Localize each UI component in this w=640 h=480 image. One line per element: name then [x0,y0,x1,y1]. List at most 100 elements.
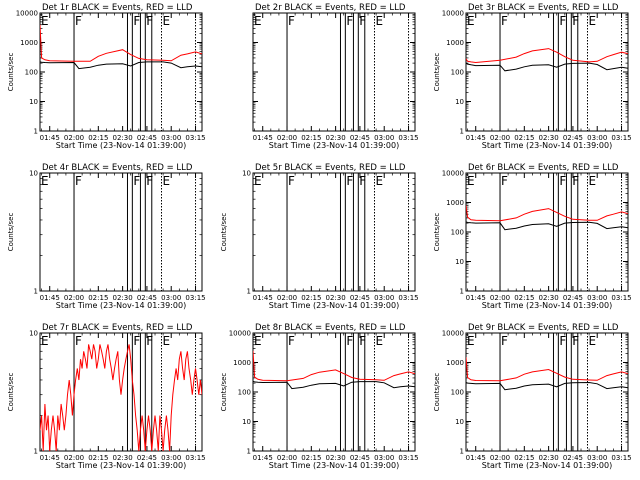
x-tick-label: 02:00 [490,134,510,142]
y-axis-label: Counts/sec [433,213,441,252]
x-axis-label: Start Time (23-Nov-14 01:39:00) [482,301,612,310]
y-axis-label: Counts/sec [220,373,228,412]
x-tick-label: 03:15 [398,294,418,302]
chart-title: Det 3r BLACK = Events, RED = LLD [468,3,619,13]
y-tick-label: 1 [460,128,464,136]
y-tick-label: 10 [242,418,251,426]
x-axis-label: Start Time (23-Nov-14 01:39:00) [269,461,399,470]
y-tick-label: 1 [34,448,38,456]
plot-frame [252,12,416,132]
event-marker: F [288,14,295,28]
x-tick-label: 01:45 [466,454,486,462]
x-tick-label: 02:45 [350,134,370,142]
x-tick-label: 02:45 [563,134,583,142]
y-tick-label: 10 [29,330,38,338]
event-marker: F [572,174,579,188]
event-marker: E [467,334,475,348]
x-tick-label: 02:45 [350,454,370,462]
x-tick-label: 02:15 [514,134,534,142]
x-tick-label: 03:15 [185,134,205,142]
x-axis-label: Start Time (23-Nov-14 01:39:00) [269,301,399,310]
x-tick-label: 03:00 [161,454,181,462]
x-tick-label: 02:00 [64,294,84,302]
x-tick-label: 03:00 [374,454,394,462]
x-tick-label: 02:00 [490,294,510,302]
y-tick-label: 1 [247,448,251,456]
event-marker: F [133,334,140,348]
y-tick-label: 100 [238,389,251,397]
x-tick-label: 02:00 [490,454,510,462]
x-tick-label: 01:45 [466,294,486,302]
x-tick-label: 02:30 [539,134,559,142]
lld-series-line [466,205,628,222]
x-tick-label: 02:00 [64,134,84,142]
y-tick-label: 10000 [442,10,464,18]
event-marker: F [346,14,353,28]
event-marker: E [254,14,262,28]
y-tick-label: 10000 [229,330,251,338]
x-tick-label: 02:00 [277,294,297,302]
chart-title: Det 2r BLACK = Events, RED = LLD [255,3,406,13]
x-tick-label: 01:45 [40,294,60,302]
event-marker: E [163,174,171,188]
x-tick-label: 02:45 [350,294,370,302]
plot-frame [465,172,629,292]
plot-frame [39,12,203,132]
chart-panel-2: Det 2r BLACK = Events, RED = LLD 01:45 02:… [252,3,419,150]
event-marker: E [589,14,597,28]
event-marker: E [254,174,262,188]
lld-series-line [466,48,628,64]
chart-panel-5: Det 5r BLACK = Events, RED = LLD Counts/s… [220,163,419,310]
chart-title: Det 7r BLACK = Events, RED = LLD [42,323,193,333]
y-tick-label: 10 [242,170,251,178]
y-tick-label: 10 [455,258,464,266]
y-tick-label: 10000 [442,330,464,338]
chart-panel-6: Det 6r BLACK = Events, RED = LLD Counts/s… [433,163,632,310]
y-tick-label: 1000 [446,359,464,367]
events-series-line [466,62,628,72]
chart-title: Det 6r BLACK = Events, RED = LLD [468,163,619,173]
event-marker: E [376,14,384,28]
events-series-line [466,381,628,391]
x-tick-label: 01:45 [253,134,273,142]
event-marker: F [346,174,353,188]
x-tick-label: 01:45 [40,134,60,142]
y-axis-label: Counts/sec [7,213,15,252]
event-marker: E [376,334,384,348]
x-tick-label: 03:00 [374,134,394,142]
event-marker: E [589,334,597,348]
x-tick-label: 03:15 [398,454,418,462]
chart-title: Det 4r BLACK = Events, RED = LLD [42,163,193,173]
x-tick-label: 02:15 [301,454,321,462]
chart-title: Det 9r BLACK = Events, RED = LLD [468,323,619,333]
x-tick-label: 02:30 [539,294,559,302]
event-marker: F [146,334,153,348]
chart-panel-8: Det 8r BLACK = Events, RED = LLD Counts/s… [220,323,419,470]
y-tick-label: 10 [455,98,464,106]
event-marker: F [288,334,295,348]
event-marker: F [75,14,82,28]
event-marker: F [559,174,566,188]
x-tick-label: 01:45 [253,294,273,302]
event-marker: F [75,334,82,348]
event-marker: F [346,334,353,348]
event-marker: F [133,174,140,188]
chart-title: Det 1r BLACK = Events, RED = LLD [42,3,193,13]
event-marker: E [163,334,171,348]
y-tick-label: 10000 [16,10,38,18]
x-tick-label: 02:45 [137,294,157,302]
x-tick-label: 02:15 [514,454,534,462]
x-tick-label: 02:15 [301,294,321,302]
event-marker: F [501,334,508,348]
x-tick-label: 02:45 [137,134,157,142]
x-tick-label: 02:15 [88,134,108,142]
event-marker: E [41,334,49,348]
x-tick-label: 02:30 [326,454,346,462]
y-tick-label: 1000 [446,39,464,47]
x-tick-label: 03:00 [161,134,181,142]
x-axis-label: Start Time (23-Nov-14 01:39:00) [56,301,186,310]
x-tick-label: 02:30 [539,454,559,462]
chart-panel-4: Det 4r BLACK = Events, RED = LLD Counts/s… [7,163,206,310]
y-tick-label: 100 [25,69,38,77]
